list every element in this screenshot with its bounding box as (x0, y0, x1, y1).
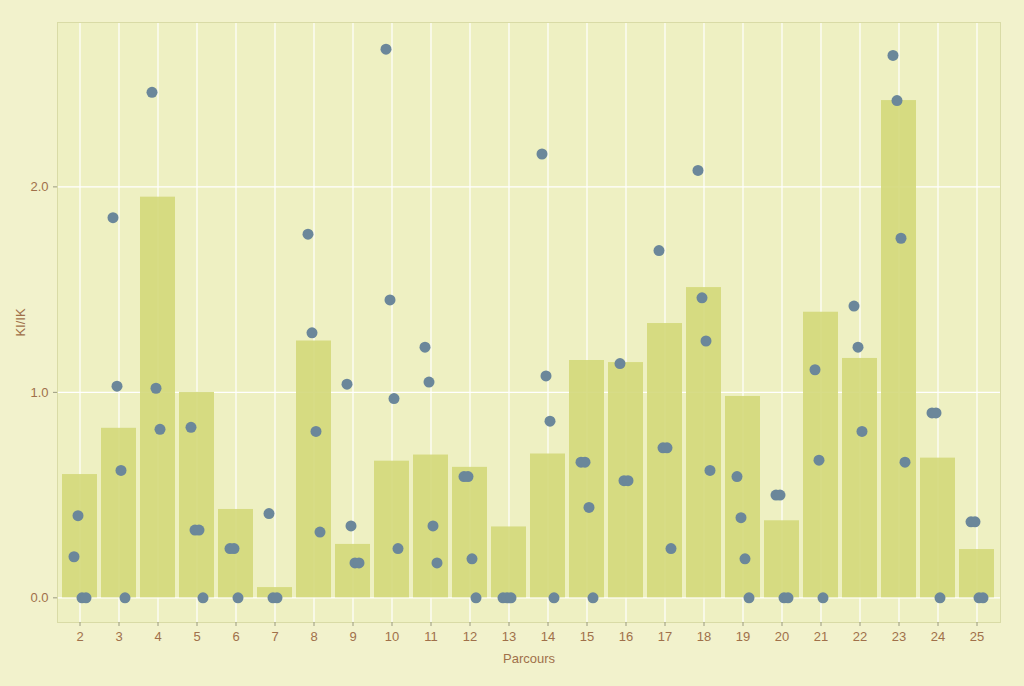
svg-text:17: 17 (658, 629, 672, 644)
svg-text:18: 18 (697, 629, 711, 644)
svg-text:7: 7 (271, 629, 278, 644)
svg-text:11: 11 (424, 629, 438, 644)
svg-text:2.0: 2.0 (30, 179, 48, 194)
svg-text:12: 12 (463, 629, 477, 644)
svg-text:0.0: 0.0 (30, 590, 48, 605)
svg-text:23: 23 (892, 629, 906, 644)
svg-text:3: 3 (115, 629, 122, 644)
svg-text:13: 13 (502, 629, 516, 644)
svg-text:KI/IK: KI/IK (13, 308, 28, 337)
svg-text:14: 14 (541, 629, 555, 644)
svg-text:5: 5 (193, 629, 200, 644)
svg-text:2: 2 (76, 629, 83, 644)
svg-text:Parcours: Parcours (503, 651, 556, 666)
svg-text:22: 22 (853, 629, 867, 644)
svg-text:15: 15 (580, 629, 594, 644)
svg-text:19: 19 (736, 629, 750, 644)
svg-text:16: 16 (619, 629, 633, 644)
svg-text:10: 10 (385, 629, 399, 644)
svg-text:9: 9 (349, 629, 356, 644)
svg-text:21: 21 (814, 629, 828, 644)
svg-text:1.0: 1.0 (30, 385, 48, 400)
svg-text:25: 25 (970, 629, 984, 644)
svg-text:24: 24 (931, 629, 945, 644)
svg-text:20: 20 (775, 629, 789, 644)
svg-text:4: 4 (154, 629, 161, 644)
svg-text:6: 6 (232, 629, 239, 644)
svg-text:8: 8 (310, 629, 317, 644)
